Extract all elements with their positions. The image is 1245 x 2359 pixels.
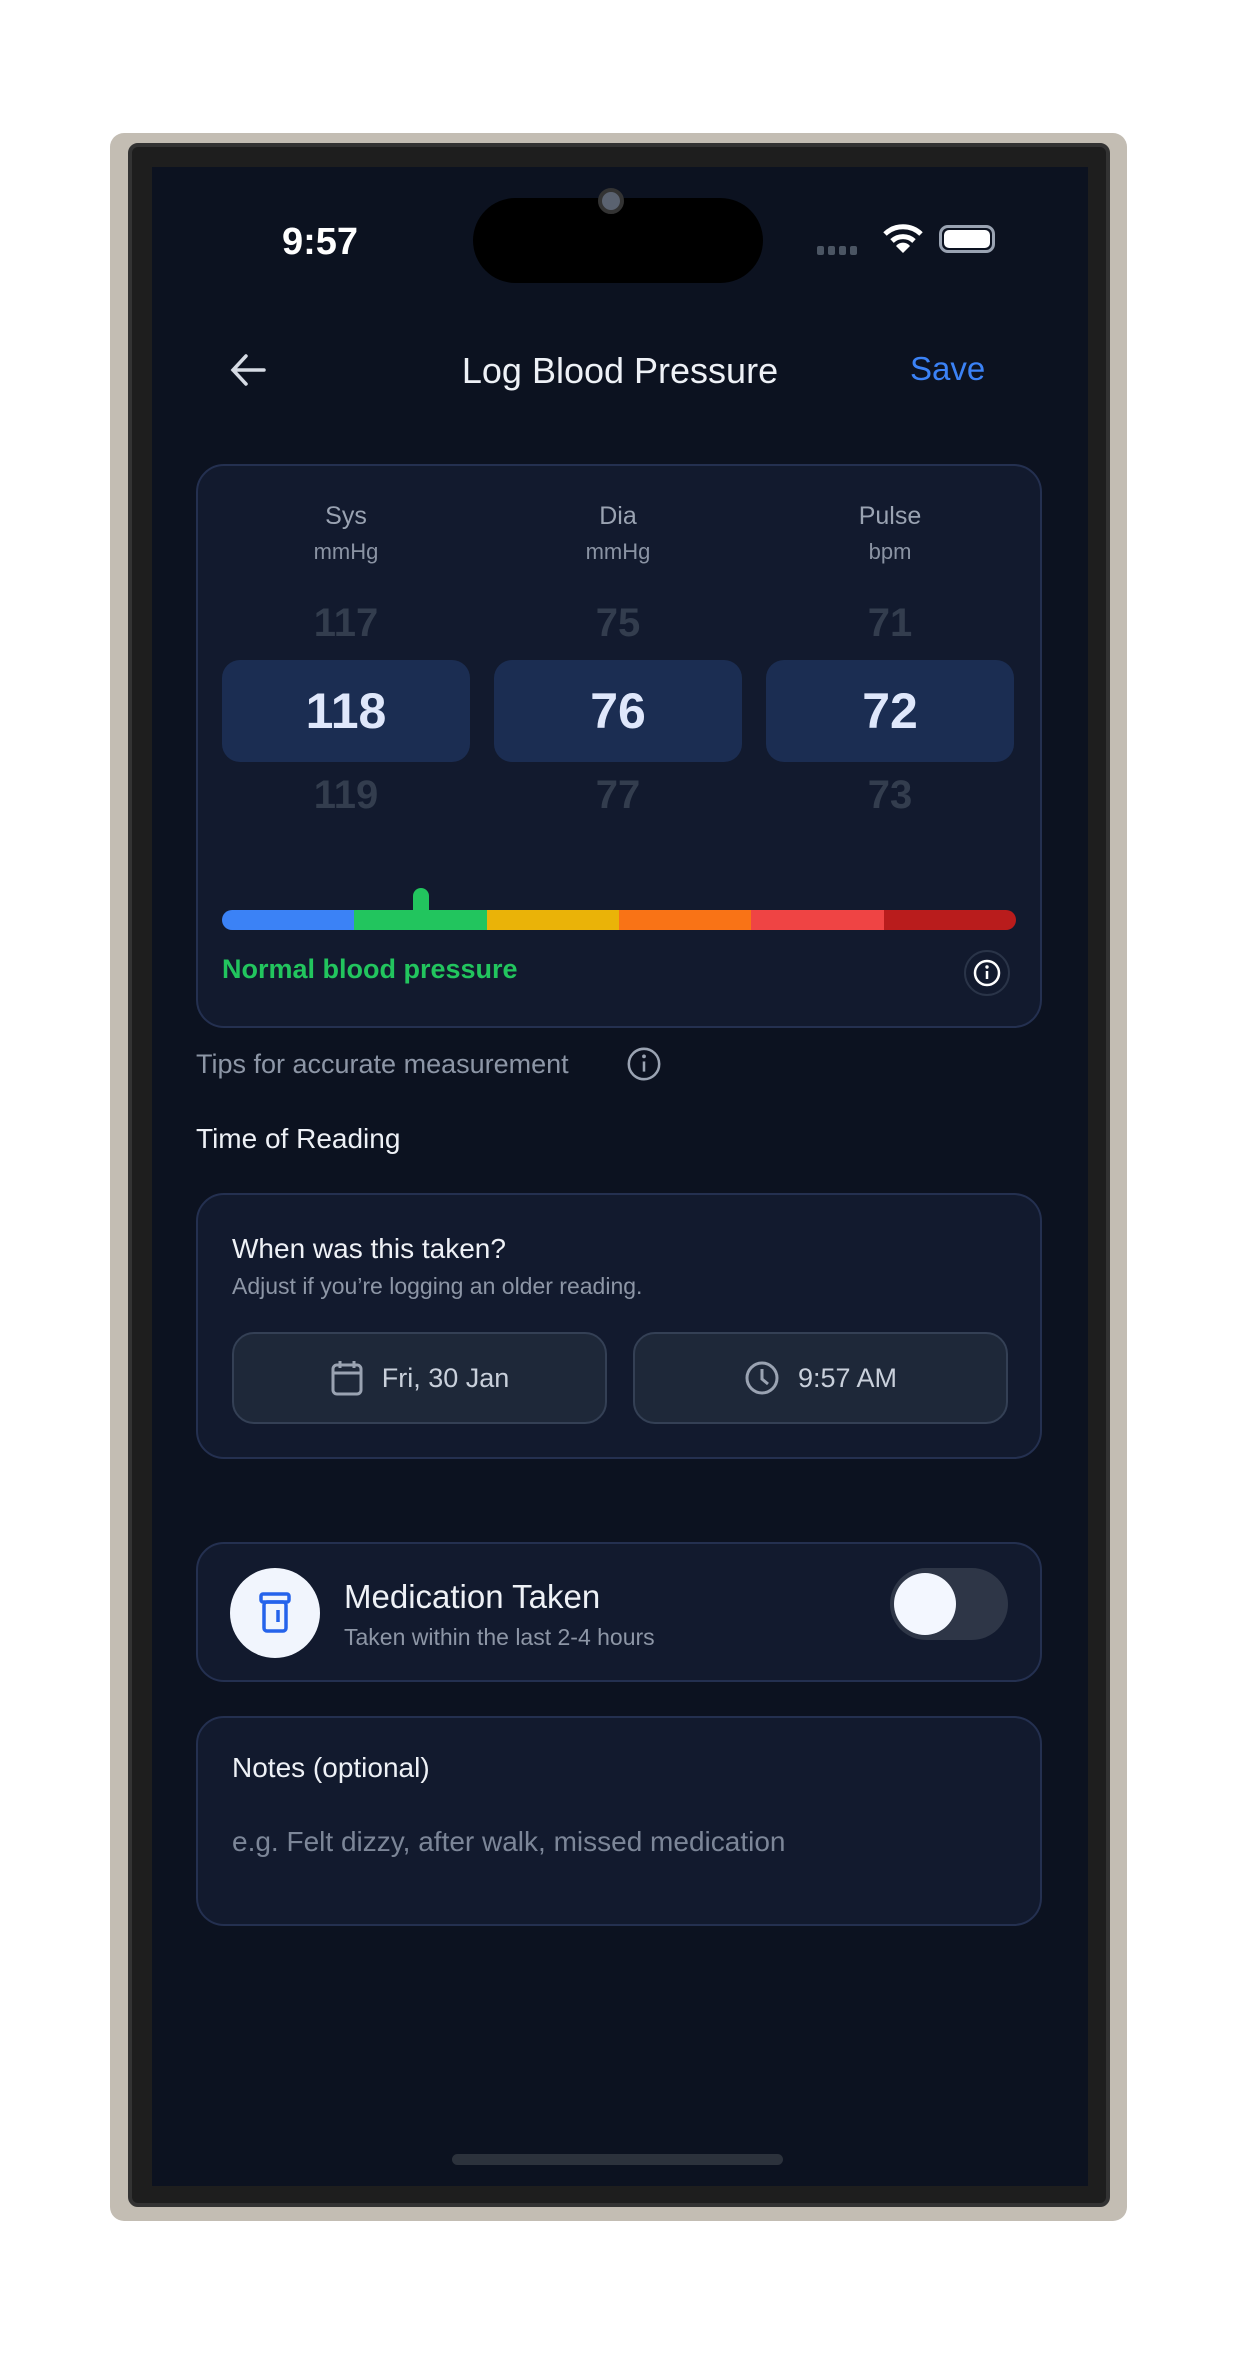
info-icon [973,959,1001,987]
gauge-segment-0 [222,910,355,930]
gauge-segment-3 [618,910,752,930]
gauge-segment-5 [883,910,1016,930]
camera-icon [598,188,624,214]
sys-selected-value[interactable]: 118 [222,660,470,762]
date-value: Fri, 30 Jan [381,1362,510,1393]
battery-icon [939,225,995,253]
medication-icon-badge [230,1568,320,1658]
time-of-reading-heading: Time of Reading [196,1123,401,1154]
clock-icon [745,1361,779,1395]
pill-bottle-icon [259,1592,291,1633]
save-button[interactable]: Save [910,350,986,387]
medication-subtitle: Taken within the last 2-4 hours [344,1624,655,1650]
pulse-next-value[interactable]: 73 [867,773,913,817]
dia-next-value[interactable]: 77 [595,773,641,817]
dia-unit: mmHg [585,539,651,564]
toggle-knob [894,1573,956,1635]
dia-prev-value[interactable]: 75 [595,601,641,645]
app-screen: 9:57 Log Blood Pressure Save Sys Dia Pul… [152,167,1088,2186]
pulse-label: Pulse [858,502,922,530]
pulse-selected-value[interactable]: 72 [766,660,1014,762]
notes-input[interactable]: e.g. Felt dizzy, after walk, missed medi… [232,1826,786,1857]
gauge-marker [412,888,429,918]
notes-card: Notes (optional) e.g. Felt dizzy, after … [196,1716,1042,1926]
back-arrow-icon[interactable] [228,350,268,390]
notes-label: Notes (optional) [232,1752,430,1783]
time-card: When was this taken? Adjust if you’re lo… [196,1193,1042,1459]
calendar-icon [331,1361,363,1396]
pulse-unit: bpm [868,539,912,564]
gauge-segment-2 [486,910,619,930]
dynamic-island [473,198,763,283]
time-card-subtitle: Adjust if you’re logging an older readin… [232,1273,643,1299]
tips-link[interactable]: Tips for accurate measurement [196,1049,569,1079]
date-picker-button[interactable]: Fri, 30 Jan [232,1332,607,1424]
gauge-segment-1 [354,910,487,930]
time-picker-button[interactable]: 9:57 AM [633,1332,1008,1424]
time-card-title: When was this taken? [232,1233,506,1264]
wifi-icon [883,224,923,253]
status-time: 9:57 [282,221,359,263]
sys-unit: mmHg [313,539,379,564]
dia-label: Dia [599,502,637,530]
gauge-segment-4 [751,910,884,930]
sys-next-value[interactable]: 119 [313,773,379,817]
bp-picker-card: Sys Dia Pulse mmHg mmHg bpm 117 75 71 11… [196,464,1042,1028]
sys-prev-value[interactable]: 117 [313,601,379,645]
home-indicator[interactable] [452,2154,783,2165]
medication-title: Medication Taken [344,1578,601,1615]
page-title: Log Blood Pressure [461,350,779,391]
sys-label: Sys [325,502,367,530]
bp-category-gauge [222,910,1016,930]
dia-selected-value[interactable]: 76 [494,660,742,762]
bp-status-text: Normal blood pressure [222,954,518,984]
info-button[interactable] [964,950,1010,996]
signal-icon [817,246,857,255]
time-value: 9:57 AM [797,1362,898,1393]
tips-info-icon[interactable] [625,1045,663,1083]
medication-card: Medication Taken Taken within the last 2… [196,1542,1042,1682]
medication-toggle[interactable] [890,1568,1008,1640]
pulse-prev-value[interactable]: 71 [867,601,913,645]
